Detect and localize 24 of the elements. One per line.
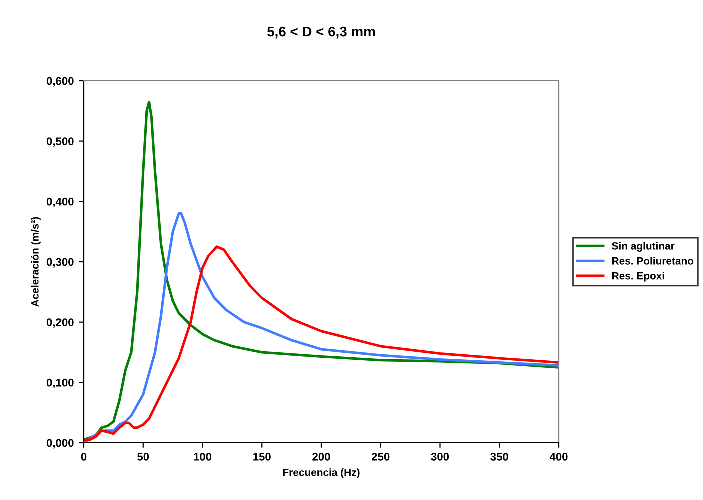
x-axis-title: Frecuencia (Hz) (283, 468, 360, 478)
y-tick-label: 0,300 (46, 258, 74, 268)
legend-label: Res. Epoxi (612, 272, 664, 282)
chart-title: 5,6 < D < 6,3 mm (268, 26, 376, 39)
x-tick-label: 50 (138, 453, 150, 461)
line-series (84, 246, 559, 442)
x-tick-label: 150 (254, 453, 271, 461)
y-tick-label: 0,400 (46, 198, 74, 208)
x-tick-label: 0 (81, 453, 87, 461)
x-tick-label: 300 (431, 453, 450, 461)
y-tick-label: 0,000 (46, 439, 74, 449)
y-tick-label: 0,600 (46, 77, 74, 87)
x-tick-label: 250 (372, 453, 390, 461)
y-axis-title: Aceleración (m/s²) (31, 217, 41, 307)
x-tick-label: 200 (312, 453, 330, 461)
y-tick-label: 0,100 (46, 378, 74, 388)
legend-label: Res. Poliuretano (612, 257, 694, 265)
x-tick-label: 400 (550, 453, 568, 461)
y-tick-label: 0,500 (46, 138, 74, 148)
line-series (84, 100, 559, 442)
y-tick-label: 0,200 (46, 318, 74, 328)
legend-label: Sin aglutinar (612, 242, 675, 252)
x-tick-label: 350 (490, 453, 508, 461)
x-tick-label: 100 (194, 453, 212, 461)
